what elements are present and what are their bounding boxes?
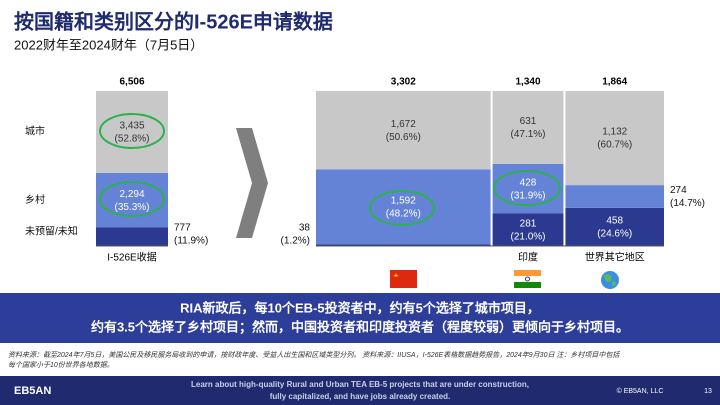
banner	[0, 293, 720, 343]
bar-segment	[492, 91, 564, 164]
bar-segment	[96, 91, 168, 173]
value-label: 274	[670, 185, 687, 196]
value-label: 3,435	[119, 121, 144, 132]
flag-china	[390, 270, 417, 288]
chevron	[236, 128, 268, 238]
logo: EB5AN	[14, 385, 51, 397]
bar-segment	[565, 185, 664, 208]
footnote: 每个国家小于10份世界各地数据。	[8, 361, 114, 369]
bar-segment	[316, 169, 491, 245]
value-label: 428	[520, 177, 537, 188]
share-label: (47.1%)	[511, 129, 546, 140]
value-label: 777	[174, 223, 191, 234]
highlight	[493, 170, 561, 206]
series-label: 未预留/未知	[25, 224, 78, 237]
share-label: (11.9%)	[174, 236, 208, 247]
title: 按国籍和类别区分的I-526E申请数据	[14, 9, 333, 33]
highlight	[99, 181, 165, 217]
bar-segment	[316, 244, 491, 246]
bar-segment	[492, 213, 564, 246]
footer-text: Learn about high-quality Rural and Urban…	[191, 380, 529, 389]
share-label: (21.0%)	[511, 231, 546, 242]
subtitle: 2022财年至2024财年（7月5日）	[14, 37, 203, 52]
share-label: (50.6%)	[386, 132, 421, 143]
share-label: (31.9%)	[511, 190, 546, 201]
value-label: 631	[520, 116, 537, 127]
series-label: 城市	[25, 125, 45, 138]
share-label: (60.7%)	[597, 140, 632, 151]
footer	[0, 376, 720, 405]
globe-icon	[601, 271, 619, 289]
value-label: 1,132	[602, 127, 627, 138]
footer-text: fully capitalized, and have jobs already…	[270, 392, 451, 401]
highlight	[99, 113, 165, 149]
share-label: (1.2%)	[281, 236, 310, 247]
bar-segment	[565, 207, 664, 246]
category-label: 印度	[518, 251, 538, 264]
highlight	[369, 190, 435, 226]
flag-india	[514, 270, 541, 288]
value-label: 1,592	[391, 195, 416, 206]
total-label: 1,864	[602, 77, 627, 88]
total-label: 3,302	[391, 77, 416, 88]
series-label: 乡村	[25, 193, 45, 206]
page-number: 13	[704, 388, 712, 395]
share-label: (48.2%)	[386, 208, 421, 219]
value-label: 1,672	[391, 119, 416, 130]
share-label: (14.7%)	[670, 198, 705, 209]
value-label: 458	[606, 216, 623, 227]
share-label: (52.8%)	[114, 134, 149, 145]
copyright: © EB5AN, LLC	[617, 387, 664, 395]
category-label: 世界其它地区	[585, 251, 645, 264]
category-label: I-526E收据	[107, 251, 156, 264]
banner-text: 约有3.5个选择了乡村项目；然而，中国投资者和印度投资者（程度较弱）更倾向于乡村…	[91, 319, 629, 335]
value-label: 281	[520, 218, 537, 229]
banner-text: RIA新政后，每10个EB-5投资者中，约有5个选择了城市项目，	[180, 300, 540, 315]
bar-segment	[565, 91, 664, 186]
total-label: 6,506	[119, 77, 144, 88]
share-label: (24.6%)	[597, 229, 632, 240]
total-label: 1,340	[516, 77, 541, 88]
footnote: 资料来源：截至2024年7月5日，美国公民及移民服务局收到的申请，按财政年度、受…	[8, 351, 620, 359]
share-label: (35.3%)	[114, 202, 149, 213]
value-label: 38	[299, 223, 311, 234]
value-label: 2,294	[119, 189, 144, 200]
bar-segment	[96, 227, 168, 246]
bar-segment	[316, 91, 491, 170]
